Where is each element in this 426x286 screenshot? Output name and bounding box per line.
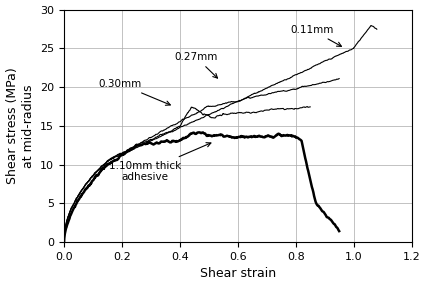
Text: 0.30mm: 0.30mm (99, 79, 170, 105)
Text: 0.27mm: 0.27mm (174, 52, 218, 78)
X-axis label: Shear strain: Shear strain (200, 267, 276, 281)
Text: 1.10mm thick
adhesive: 1.10mm thick adhesive (109, 143, 211, 182)
Text: 0.11mm: 0.11mm (290, 25, 341, 46)
Y-axis label: Shear stress (MPa)
at mid-radius: Shear stress (MPa) at mid-radius (6, 67, 35, 184)
